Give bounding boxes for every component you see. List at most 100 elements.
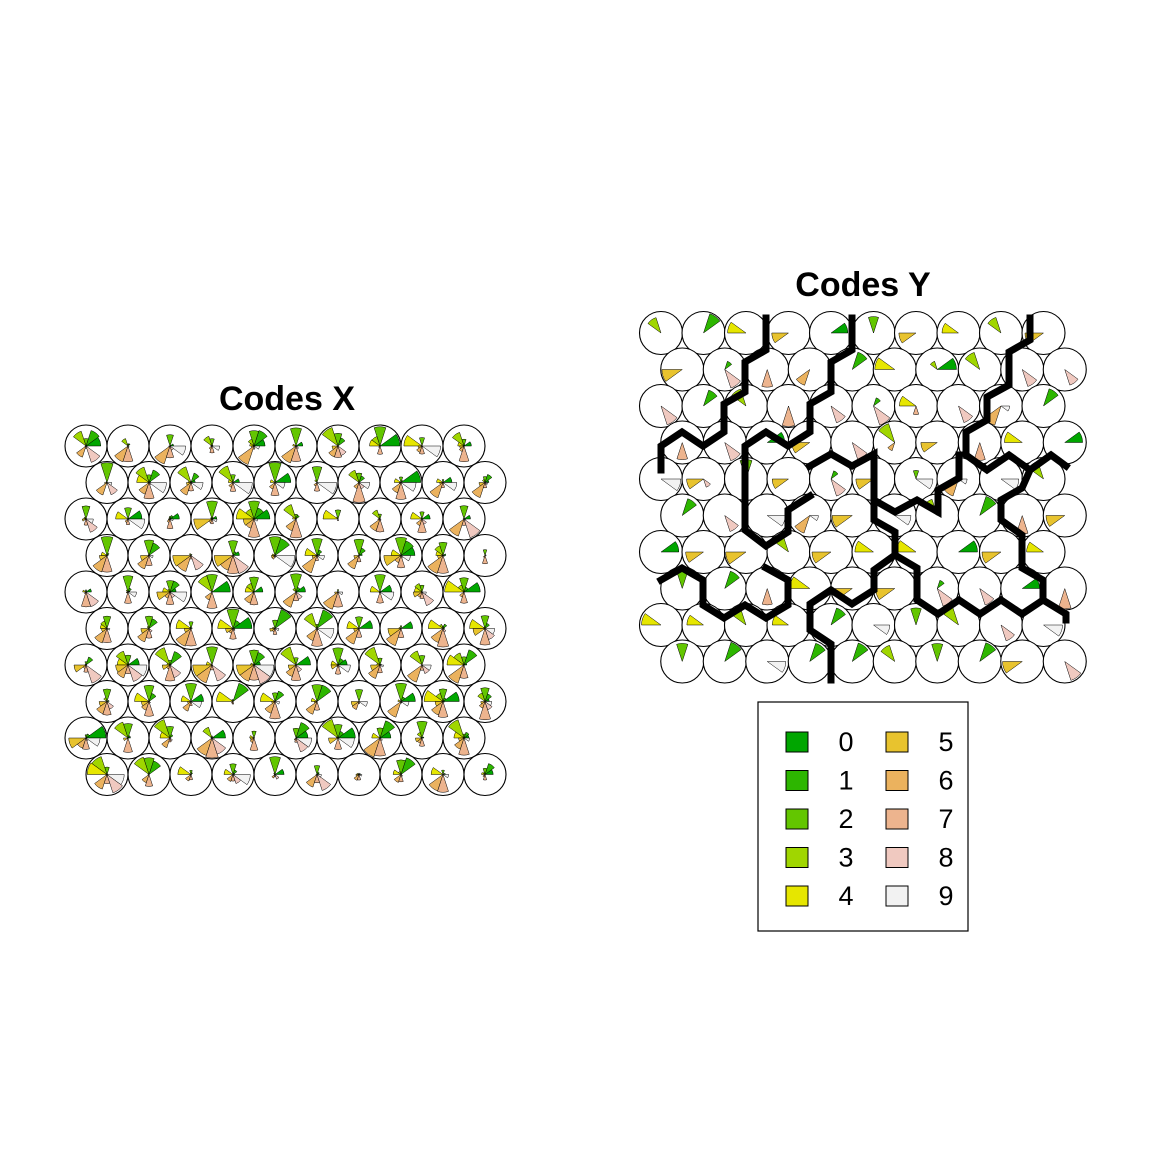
code-segment-8 <box>295 591 303 600</box>
code-segment-7 <box>334 445 342 458</box>
code-segment-7 <box>417 518 427 534</box>
code-segment-1 <box>724 360 733 371</box>
codes-x-unit <box>106 716 150 760</box>
legend-swatch <box>785 808 809 830</box>
codes-x-unit <box>274 570 318 614</box>
code-segment-9 <box>358 701 368 707</box>
code-segment-9 <box>211 518 218 523</box>
codes-x-unit <box>295 460 339 505</box>
code-segment-3 <box>146 625 150 630</box>
codes-x-unit <box>64 424 108 468</box>
code-segment-6 <box>471 481 486 498</box>
code-segment-6 <box>427 554 444 574</box>
code-segment-6 <box>92 554 108 573</box>
code-segment-7 <box>398 773 404 783</box>
code-segment-3 <box>348 469 360 484</box>
code-segment-9 <box>358 774 363 777</box>
code-segment-8 <box>316 773 331 791</box>
code-segment-9 <box>442 701 445 703</box>
code-segment-9 <box>169 518 174 522</box>
code-segment-0 <box>400 470 421 483</box>
code-segment-2 <box>482 768 488 776</box>
codes-x-unit <box>421 606 465 651</box>
code-segment-9 <box>148 555 154 559</box>
code-segment-9 <box>253 518 259 522</box>
codes-x-unit <box>127 679 171 724</box>
codes-y-unit <box>915 420 960 465</box>
code-segment-7 <box>188 481 194 492</box>
code-segment-6 <box>407 664 423 683</box>
code-segment-4 <box>136 474 150 483</box>
code-segment-5 <box>831 515 854 528</box>
code-segment-2 <box>124 507 132 520</box>
code-segment-9 <box>211 445 220 451</box>
codes-x-unit <box>148 570 192 614</box>
codes-y-unit <box>660 493 705 538</box>
codes-y-unit <box>681 310 726 356</box>
codes-y-unit <box>830 639 875 684</box>
code-segment-5 <box>920 442 939 453</box>
code-segment-8 <box>169 664 182 678</box>
code-segment-2 <box>143 539 155 557</box>
code-segment-0 <box>463 582 481 593</box>
code-segment-3 <box>482 479 486 484</box>
code-segment-2 <box>290 573 302 593</box>
code-segment-7 <box>289 518 303 539</box>
code-segment-2 <box>144 615 154 630</box>
code-segment-7 <box>482 554 488 565</box>
code-segment-6 <box>116 664 129 679</box>
code-segment-4 <box>86 762 108 775</box>
codes-y-unit <box>957 347 1002 392</box>
code-segment-0 <box>274 768 285 775</box>
codes-y-unit <box>893 310 939 356</box>
code-segment-8 <box>106 773 123 794</box>
code-segment-7 <box>355 627 363 638</box>
code-segment-8 <box>421 518 427 525</box>
codes-x-unit <box>106 643 150 687</box>
code-segment-7 <box>337 518 339 522</box>
code-segment-9 <box>232 628 236 630</box>
codes-y-unit <box>745 639 790 684</box>
code-segment-1 <box>1043 388 1059 407</box>
code-segment-4 <box>427 619 444 629</box>
code-segment-4 <box>394 478 402 483</box>
code-segment-4 <box>874 357 896 370</box>
code-segment-0 <box>211 580 231 593</box>
code-segment-9 <box>295 737 312 748</box>
code-segment-6 <box>305 773 318 788</box>
code-segment-1 <box>484 474 493 484</box>
code-segment-7 <box>143 481 155 500</box>
code-segment-6 <box>351 700 360 710</box>
code-segment-8 <box>1021 368 1038 387</box>
codes-y-unit <box>638 310 684 356</box>
code-segment-9 <box>421 591 427 595</box>
code-segment-7 <box>374 737 386 757</box>
codes-x-unit <box>85 679 129 724</box>
code-segment-3 <box>100 620 108 630</box>
code-segment-8 <box>830 405 846 424</box>
code-segment-7 <box>165 591 175 605</box>
code-segment-0 <box>936 357 957 370</box>
code-segment-1 <box>809 642 826 663</box>
code-segment-9 <box>484 628 495 635</box>
code-segment-7 <box>313 481 321 492</box>
codes-x-unit <box>190 716 234 760</box>
code-segment-2 <box>311 684 323 703</box>
codes-x-unit <box>106 424 150 468</box>
code-segment-6 <box>282 591 297 608</box>
code-segment-4 <box>453 731 465 739</box>
cluster-boundary-1 <box>741 314 856 551</box>
code-segment-9 <box>484 701 493 706</box>
code-segment-4 <box>446 654 465 666</box>
code-segment-2 <box>910 607 922 626</box>
codes-x-unit <box>379 533 423 578</box>
codes-y-unit <box>893 456 939 502</box>
code-segment-8 <box>724 514 739 532</box>
code-segment-2 <box>269 756 281 776</box>
code-segment-1 <box>979 642 997 663</box>
code-segment-9 <box>148 482 167 494</box>
legend-entry: 5 <box>885 727 954 757</box>
code-segment-5 <box>192 664 213 677</box>
code-segment-7 <box>145 627 153 639</box>
code-segment-8 <box>274 773 280 780</box>
